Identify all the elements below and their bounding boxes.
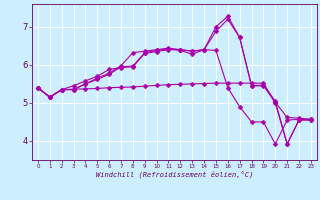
X-axis label: Windchill (Refroidissement éolien,°C): Windchill (Refroidissement éolien,°C) xyxy=(96,171,253,178)
